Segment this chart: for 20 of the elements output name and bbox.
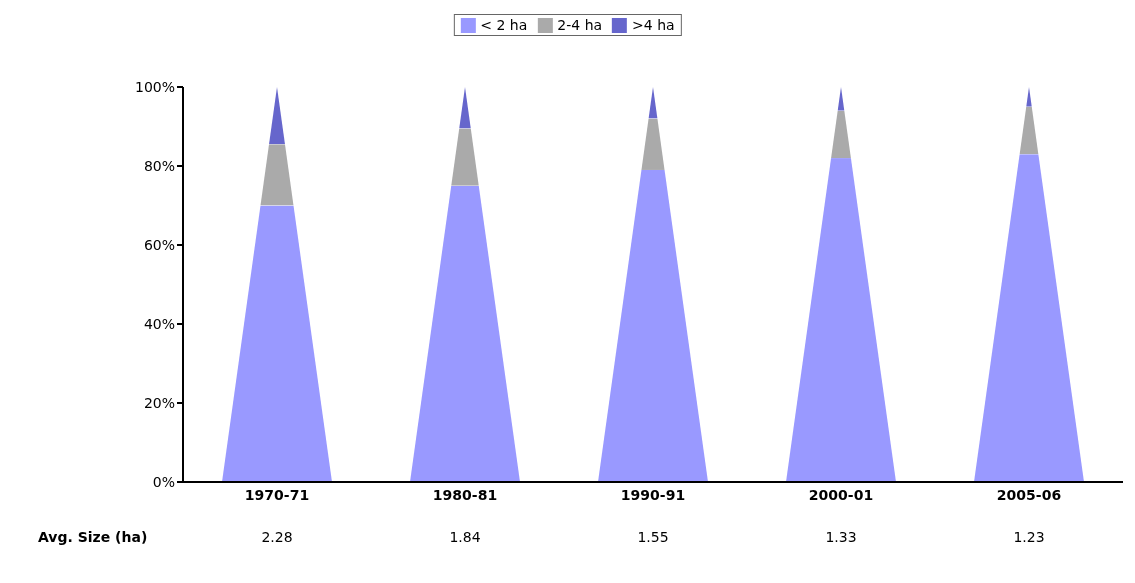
text: 1.55 [637, 529, 669, 545]
x-tick-label: 2005-06 [996, 486, 1062, 503]
legend-label: >4 ha [632, 17, 675, 33]
x-tick-label: 2000-01 [808, 486, 874, 503]
y-tick-label: 60% [143, 236, 175, 253]
legend-label: 2-4 ha [557, 17, 603, 33]
text: Avg. Size (ha) [38, 529, 148, 545]
text: 1.84 [449, 529, 481, 545]
y-tick-label: 80% [143, 157, 175, 174]
text: 1.23 [1013, 529, 1045, 545]
x-tick-label: 1980-81 [432, 486, 498, 503]
x-tick-label: 1990-91 [620, 486, 686, 503]
y-tick-label: 100% [134, 78, 175, 95]
legend-label: < 2 ha [480, 17, 528, 33]
y-tick-label: 20% [143, 394, 175, 411]
text: 2.28 [261, 529, 293, 545]
text: 1.33 [825, 529, 857, 545]
x-tick-label: 1970-71 [244, 486, 310, 503]
y-tick-label: 40% [143, 315, 175, 332]
y-tick-label: 0% [152, 473, 175, 490]
